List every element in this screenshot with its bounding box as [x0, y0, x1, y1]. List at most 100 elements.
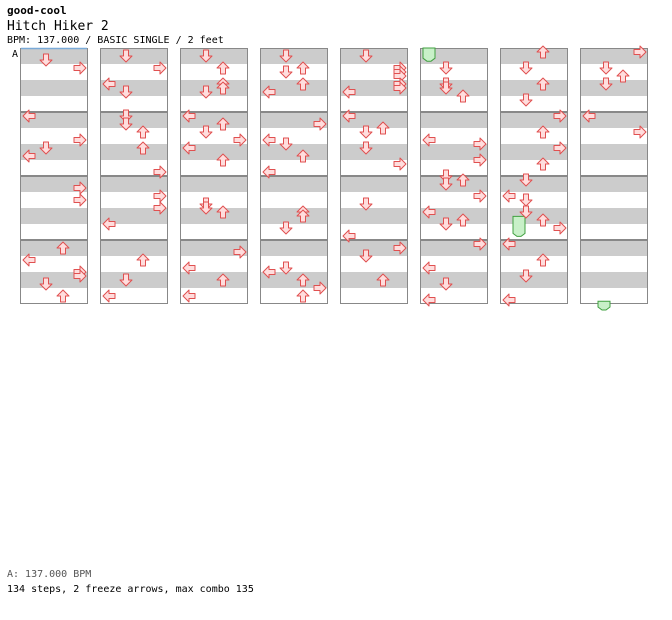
beat-stripe	[580, 240, 648, 256]
down-arrow-icon	[439, 217, 453, 231]
right-arrow-icon	[153, 61, 167, 75]
left-arrow-icon	[582, 109, 596, 123]
measure-box	[340, 176, 408, 240]
beat-stripe	[580, 48, 648, 64]
beat-stripe	[340, 48, 408, 64]
bpm-legend: A: 137.000 BPM	[7, 569, 92, 580]
up-arrow-icon	[536, 253, 550, 267]
up-arrow-icon	[216, 81, 230, 95]
down-arrow-icon	[599, 77, 613, 91]
left-arrow-icon	[102, 289, 116, 303]
down-arrow-icon	[279, 65, 293, 79]
right-arrow-icon	[313, 117, 327, 131]
measure-box	[20, 176, 88, 240]
beat-stripe	[340, 176, 408, 192]
down-arrow-icon	[199, 125, 213, 139]
right-arrow-icon	[473, 153, 487, 167]
measure-box	[420, 48, 488, 112]
up-arrow-icon	[296, 61, 310, 75]
right-arrow-icon	[473, 189, 487, 203]
beat-stripe	[20, 176, 88, 192]
beat-stripe	[420, 240, 488, 256]
beat-stripe	[580, 112, 648, 128]
beat-stripe	[180, 240, 248, 256]
beat-stripe	[180, 272, 248, 288]
right-arrow-icon	[73, 269, 87, 283]
up-arrow-icon	[216, 117, 230, 131]
up-arrow-icon	[216, 61, 230, 75]
left-arrow-icon	[422, 133, 436, 147]
chart-stats: 134 steps, 2 freeze arrows, max combo 13…	[7, 584, 254, 595]
up-arrow-icon	[536, 157, 550, 171]
down-arrow-icon	[519, 93, 533, 107]
down-arrow-icon	[279, 221, 293, 235]
measure-box	[180, 240, 248, 304]
beat-stripe	[340, 208, 408, 224]
left-arrow-icon	[22, 109, 36, 123]
measure-box	[100, 176, 168, 240]
beat-stripe	[100, 240, 168, 256]
up-arrow-icon	[136, 141, 150, 155]
right-arrow-icon	[73, 181, 87, 195]
up-arrow-icon	[136, 253, 150, 267]
measure-box	[260, 176, 328, 240]
down-arrow-icon	[359, 141, 373, 155]
beat-stripe	[180, 176, 248, 192]
chart-column	[420, 48, 488, 304]
beat-stripe	[20, 208, 88, 224]
up-arrow-icon	[456, 213, 470, 227]
measure-box	[500, 240, 568, 304]
left-arrow-icon	[262, 265, 276, 279]
up-arrow-icon	[536, 77, 550, 91]
measure-box	[260, 112, 328, 176]
measure-box	[20, 240, 88, 304]
left-arrow-icon	[502, 189, 516, 203]
measure-box	[260, 240, 328, 304]
beat-stripe	[100, 112, 168, 128]
beat-stripe	[500, 80, 568, 96]
beat-stripe	[500, 272, 568, 288]
right-arrow-icon	[393, 81, 407, 95]
up-arrow-icon	[56, 241, 70, 255]
left-arrow-icon	[502, 293, 516, 307]
up-arrow-icon	[56, 289, 70, 303]
left-arrow-icon	[422, 205, 436, 219]
beat-stripe	[260, 80, 328, 96]
right-arrow-icon	[233, 133, 247, 147]
down-arrow-icon	[39, 277, 53, 291]
site-name: good-cool	[7, 4, 67, 17]
right-arrow-icon	[73, 133, 87, 147]
measure-box	[580, 240, 648, 304]
beat-stripe	[340, 112, 408, 128]
down-arrow-icon	[359, 125, 373, 139]
measure-box	[500, 48, 568, 112]
measure-box	[420, 176, 488, 240]
beat-stripe	[20, 48, 88, 64]
right-arrow-icon	[553, 141, 567, 155]
up-arrow-icon	[136, 125, 150, 139]
chart-column	[500, 48, 568, 304]
right-arrow-icon	[153, 165, 167, 179]
beat-stripe	[580, 176, 648, 192]
beat-stripe	[100, 272, 168, 288]
measure-box	[580, 112, 648, 176]
down-arrow-icon	[519, 193, 533, 207]
beat-stripe	[260, 48, 328, 64]
down-arrow-icon	[119, 49, 133, 63]
chart-column	[180, 48, 248, 304]
measure-box	[100, 112, 168, 176]
beat-stripe	[260, 144, 328, 160]
beat-stripe	[500, 112, 568, 128]
beat-stripe	[340, 272, 408, 288]
chart-info: BPM: 137.000 / BASIC SINGLE / 2 feet	[7, 35, 224, 46]
measure-box	[500, 176, 568, 240]
measure-box	[180, 176, 248, 240]
down-arrow-icon	[359, 197, 373, 211]
up-arrow-icon	[296, 289, 310, 303]
up-arrow-icon	[456, 89, 470, 103]
beat-stripe	[580, 144, 648, 160]
beat-stripe	[420, 112, 488, 128]
beat-stripe	[180, 48, 248, 64]
left-arrow-icon	[342, 229, 356, 243]
